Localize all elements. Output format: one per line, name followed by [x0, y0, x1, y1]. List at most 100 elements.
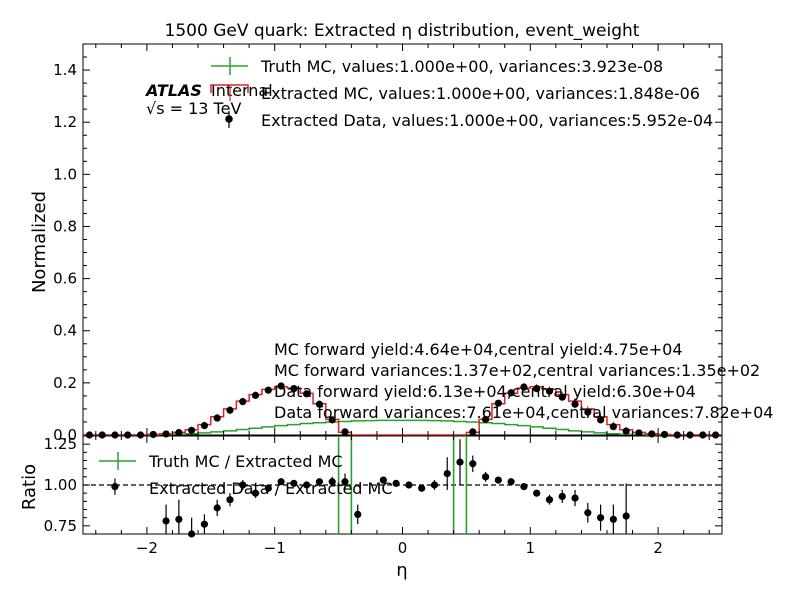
x-axis: −2 −1 0 1 2	[95, 44, 710, 557]
data-point	[251, 391, 260, 399]
top-y-tick-label: 1.4	[53, 61, 77, 79]
ratio-point	[354, 510, 362, 518]
data-point	[660, 430, 669, 439]
ratio-point	[494, 476, 502, 484]
energy-label: √s = 13 TeV	[146, 99, 241, 118]
data-point	[290, 385, 298, 393]
data-point	[175, 429, 183, 437]
data-point	[85, 431, 93, 439]
data-point	[545, 387, 554, 395]
ratio-point	[188, 530, 196, 538]
data-point	[315, 400, 324, 408]
ratio-point	[290, 479, 298, 487]
ratio-point	[226, 496, 234, 504]
ratio-point	[584, 509, 592, 517]
data-point	[303, 390, 311, 398]
top-panel: 0.00.20.40.60.81.01.21.4 ATLAS Internal …	[53, 43, 773, 444]
ratio-point	[622, 512, 630, 520]
atlas-label: ATLAS	[144, 81, 202, 100]
ratio-point	[328, 478, 336, 486]
data-point	[712, 431, 720, 439]
annotation-mc-variances: MC forward variances:1.37e+02,central va…	[274, 361, 760, 380]
ratio-point	[264, 484, 272, 492]
data-point	[494, 399, 502, 407]
ratio-data-points	[111, 439, 630, 538]
data-point	[622, 427, 630, 435]
ratio-point	[213, 504, 221, 512]
ratio-point	[251, 489, 260, 497]
top-y-tick-label: 0.4	[53, 322, 77, 340]
data-point	[136, 431, 145, 439]
x-tick-label: 1	[526, 539, 536, 557]
ratio-point	[175, 515, 183, 523]
x-tick-label: −1	[264, 539, 286, 557]
ratio-point	[533, 489, 541, 497]
bottom-y-axis-label: Ratio	[19, 464, 40, 510]
legend-marker-data	[225, 111, 233, 128]
top-data-points	[85, 382, 720, 439]
top-y-tick-label: 0.2	[53, 374, 77, 392]
top-y-tick-label: 0.0	[53, 426, 77, 444]
ratio-point	[609, 515, 617, 523]
top-y-axis: 0.0 0.2 0.4 0.6 0.8 1.0 1.2 1.4	[53, 56, 722, 444]
ratio-point	[379, 476, 387, 484]
top-y-tick-label: 1.0	[53, 165, 77, 183]
data-point	[149, 430, 157, 439]
ratio-point	[520, 483, 528, 491]
data-point	[469, 428, 477, 436]
data-point	[584, 408, 592, 416]
data-point	[673, 431, 681, 439]
bottom-y-axis: 0.75 1.00 1.25	[44, 435, 722, 535]
top-y-axis-label: Normalized	[29, 191, 50, 293]
data-point	[596, 416, 605, 424]
ratio-point	[341, 478, 349, 486]
data-point	[328, 416, 336, 424]
top-y-tick-label: 0.8	[53, 217, 77, 235]
legend-label-truth-ratio: Truth MC / Extracted MC	[148, 452, 343, 471]
data-point	[635, 429, 643, 437]
ratio-point	[392, 479, 400, 487]
data-point	[111, 431, 119, 439]
data-point	[571, 400, 579, 408]
data-point	[98, 431, 106, 439]
ratio-point	[405, 481, 413, 489]
ratio-point	[481, 473, 490, 481]
ratio-point	[571, 494, 579, 502]
legend-label-data: Extracted Data, values:1.000e+00, varian…	[261, 111, 713, 130]
data-point	[341, 428, 349, 436]
ratio-point	[456, 458, 464, 466]
ratio-truth-bars	[337, 436, 468, 534]
x-tick-label: 0	[398, 539, 408, 557]
x-tick-label: 2	[653, 539, 663, 557]
ratio-point	[507, 478, 515, 486]
data-point	[124, 431, 132, 439]
ratio-point	[111, 483, 119, 491]
data-point	[213, 414, 221, 422]
data-point	[481, 415, 490, 423]
data-point	[507, 389, 515, 397]
data-point	[239, 398, 247, 406]
bottom-panel: 0.75 1.00 1.25 Truth MC / Extracted MC Ext…	[44, 435, 723, 538]
data-point	[226, 406, 234, 414]
legend-label-mc: Extracted MC, values:1.000e+00, variance…	[261, 84, 700, 103]
top-y-tick-label: 0.6	[53, 270, 77, 288]
legend-marker-mc	[210, 84, 249, 101]
ratio-point	[469, 460, 477, 468]
ratio-point	[200, 520, 209, 528]
ratio-point	[443, 469, 451, 478]
data-point	[558, 393, 566, 401]
legend-marker-truth	[211, 57, 248, 75]
data-point	[533, 385, 541, 393]
ratio-point	[596, 514, 605, 522]
ratio-point	[277, 478, 285, 486]
x-axis-label: η	[396, 560, 407, 581]
ratio-point	[315, 478, 324, 486]
legend-label-data-ratio: Extracted Data / Extracted MC	[149, 479, 393, 498]
data-point	[188, 426, 196, 434]
bottom-y-tick-label: 1.00	[44, 476, 77, 494]
data-point	[277, 382, 285, 390]
ratio-point	[558, 492, 566, 501]
ratio-point	[418, 484, 426, 492]
x-tick-label: −2	[136, 539, 158, 557]
